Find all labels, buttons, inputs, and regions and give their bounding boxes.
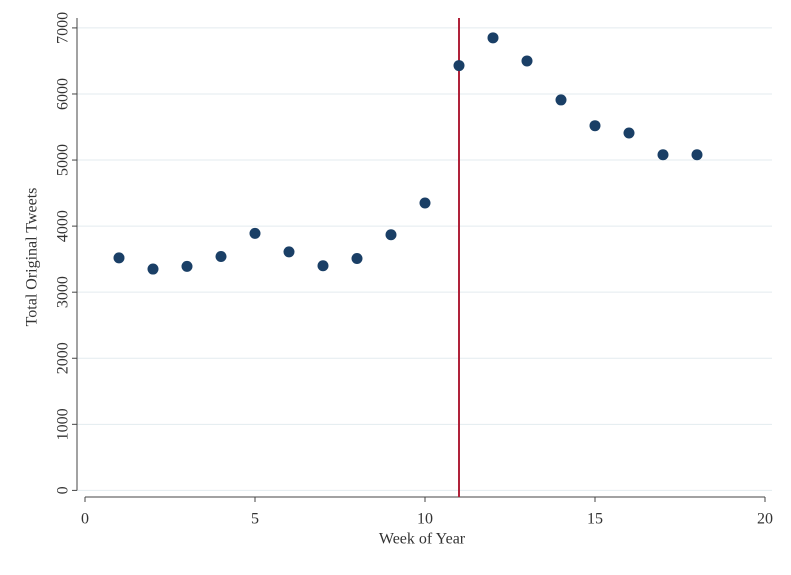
point xyxy=(521,55,533,67)
y-tick-label: 2000 xyxy=(55,342,72,374)
y-tick-label: 1000 xyxy=(55,408,72,440)
point xyxy=(147,263,159,275)
y-tick-label: 7000 xyxy=(55,12,72,44)
x-tick-label: 0 xyxy=(81,511,89,528)
y-tick-label: 6000 xyxy=(55,78,72,110)
point xyxy=(691,149,703,161)
point xyxy=(657,149,669,161)
point xyxy=(249,227,261,239)
y-tick-label: 0 xyxy=(55,486,72,494)
point xyxy=(215,251,227,263)
x-axis-title: Week of Year xyxy=(379,531,466,548)
x-tick-label: 10 xyxy=(417,511,433,528)
point xyxy=(623,127,635,139)
point xyxy=(589,120,601,132)
point xyxy=(453,60,465,72)
y-tick-label: 3000 xyxy=(55,276,72,308)
x-tick-label: 20 xyxy=(757,511,773,528)
y-tick-label: 4000 xyxy=(55,210,72,242)
y-tick-label: 5000 xyxy=(55,144,72,176)
point xyxy=(419,197,431,209)
point xyxy=(113,252,125,264)
x-tick-label: 15 xyxy=(587,511,603,528)
point xyxy=(487,32,499,44)
point xyxy=(555,94,567,106)
point xyxy=(283,246,295,258)
x-tick-label: 5 xyxy=(251,511,259,528)
y-axis-title: Total Original Tweets xyxy=(24,188,41,327)
point xyxy=(317,260,329,272)
point xyxy=(351,252,363,264)
point xyxy=(181,260,193,272)
point xyxy=(385,229,397,241)
